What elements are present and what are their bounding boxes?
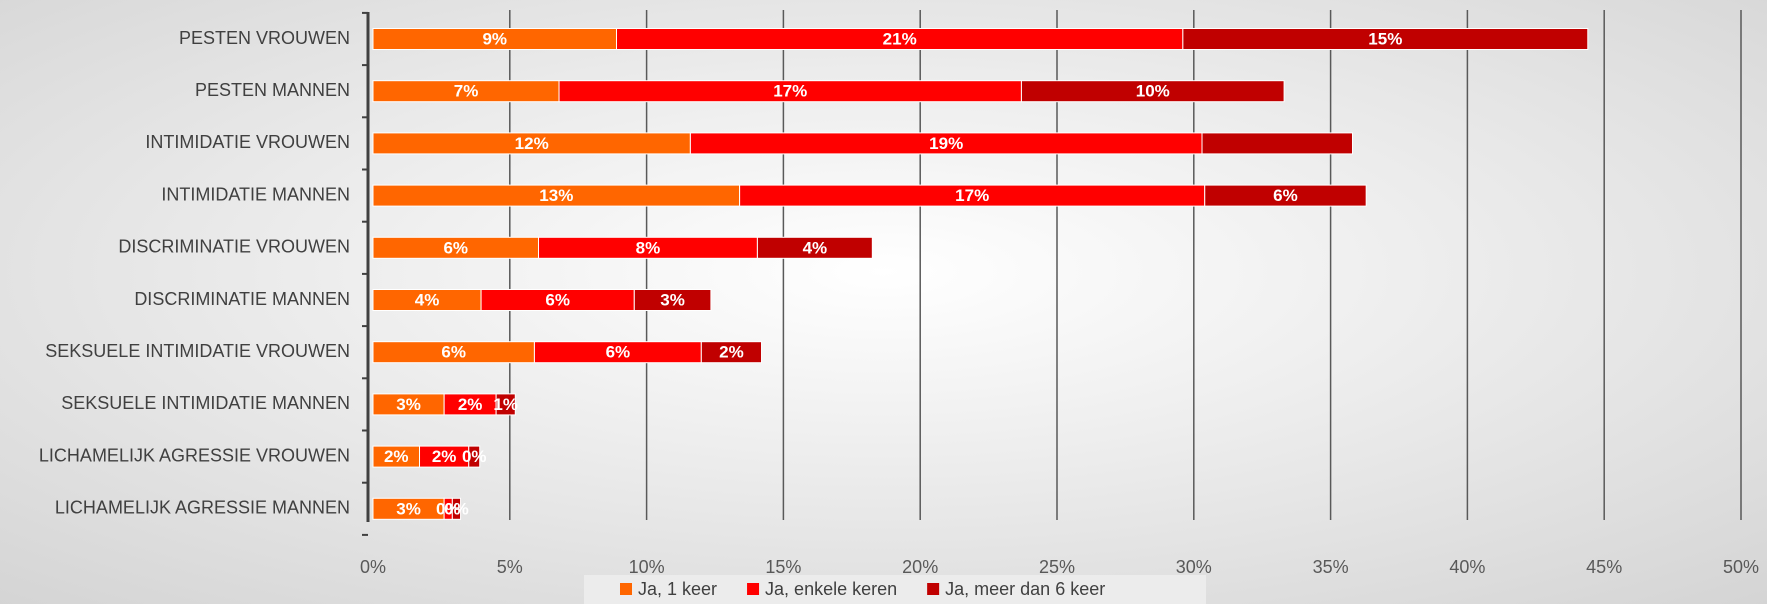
legend-label: Ja, 1 keer (638, 579, 717, 599)
legend-label: Ja, meer dan 6 keer (945, 579, 1105, 599)
y-tick-label: DISCRIMINATIE VROUWEN (118, 237, 350, 257)
data-label: 6% (606, 343, 631, 362)
data-label: 0% (444, 499, 469, 518)
x-tick-label: 45% (1586, 557, 1622, 577)
data-label: 4% (803, 238, 828, 257)
x-tick-label: 5% (497, 557, 523, 577)
data-label: 4% (415, 290, 440, 309)
x-tick-label: 0% (360, 557, 386, 577)
data-label: 0% (436, 499, 461, 518)
legend-swatch (620, 583, 632, 595)
data-label: 2% (458, 395, 483, 414)
data-label: 3% (396, 499, 421, 518)
y-tick-label: SEKSUELE INTIMIDATIE MANNEN (61, 393, 350, 413)
data-label: 2% (384, 447, 409, 466)
bar-segment (633, 289, 712, 311)
y-tick-label: PESTEN MANNEN (195, 80, 350, 100)
legend-swatch (747, 583, 760, 595)
data-label: 2% (719, 343, 744, 362)
bar-segment (756, 236, 873, 259)
data-label: 3% (396, 395, 421, 414)
x-tick-label: 40% (1449, 557, 1485, 577)
data-label: 17% (773, 82, 807, 101)
y-tick-label: PESTEN VROUWEN (179, 28, 350, 48)
data-label: 10% (1136, 82, 1170, 101)
data-label: 13% (539, 186, 573, 205)
data-label: 6% (443, 238, 468, 257)
x-tick-label: 30% (1176, 557, 1212, 577)
bar-segment (1204, 184, 1367, 207)
bar-segment (495, 393, 516, 416)
data-label: 6% (441, 343, 466, 362)
data-label: 8% (636, 238, 661, 257)
data-label: 12% (515, 134, 549, 153)
data-label: 6% (545, 290, 570, 309)
data-label: 6% (1273, 186, 1298, 205)
data-label: 1% (493, 395, 518, 414)
y-tick-label: LICHAMELIJK AGRESSIE MANNEN (55, 498, 350, 518)
x-tick-label: 10% (629, 557, 665, 577)
legend-box (584, 575, 1206, 604)
bar-segment (700, 341, 763, 364)
data-label: 21% (883, 29, 917, 48)
data-label: 17% (955, 186, 989, 205)
bar-segment (468, 445, 481, 468)
bar-segment (1182, 28, 1589, 50)
x-tick-label: 25% (1039, 557, 1075, 577)
data-label: 7% (454, 82, 479, 101)
y-tick-label: INTIMIDATIE MANNEN (161, 184, 350, 204)
x-tick-label: 20% (902, 557, 938, 577)
legend-label: Ja, enkele keren (765, 579, 897, 599)
x-tick-label: 15% (765, 557, 801, 577)
x-tick-label: 50% (1723, 557, 1759, 577)
y-tick-label: DISCRIMINATIE MANNEN (134, 289, 350, 309)
y-tick-label: INTIMIDATIE VROUWEN (145, 132, 350, 152)
data-label: 2% (432, 447, 457, 466)
data-label: 15% (1368, 29, 1402, 48)
data-label: 3% (660, 290, 685, 309)
data-label: 9% (482, 29, 507, 48)
bar-segment (1201, 132, 1353, 155)
bar-segment (451, 497, 462, 520)
x-tick-label: 35% (1313, 557, 1349, 577)
bar-segment (1020, 80, 1285, 103)
data-label: 0% (462, 447, 487, 466)
y-tick-label: SEKSUELE INTIMIDATIE VROUWEN (45, 341, 350, 361)
y-tick-label: LICHAMELIJK AGRESSIE VROUWEN (39, 445, 350, 465)
legend-swatch (927, 583, 940, 595)
data-label: 19% (929, 134, 963, 153)
